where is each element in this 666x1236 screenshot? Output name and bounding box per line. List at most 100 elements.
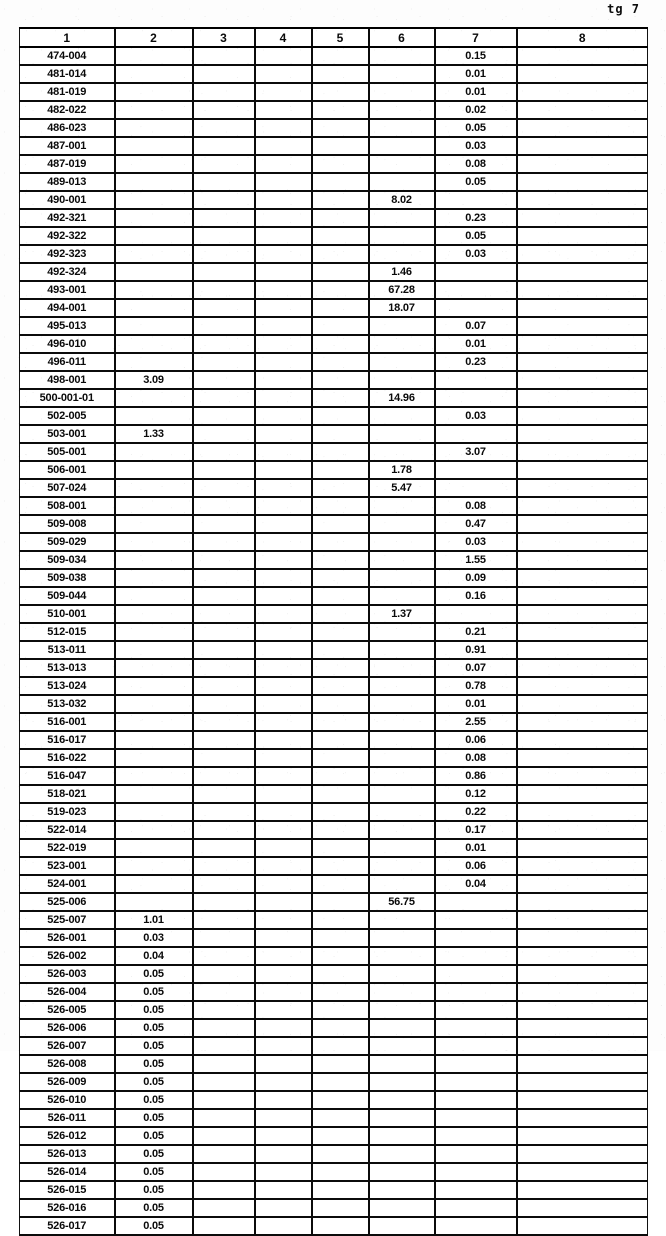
data-cell-col-5 [310, 748, 369, 768]
table-row: 526-003 0.05 [19, 964, 648, 984]
data-cell-col-2: 0.05 [113, 982, 193, 1002]
data-cell-col-6 [367, 622, 435, 642]
data-cell-col-5 [310, 208, 369, 228]
data-cell-col-6: 1.46 [367, 262, 435, 282]
data-cell-col-7: 0.06 [433, 856, 517, 876]
data-cell-col-7: 0.01 [433, 838, 517, 858]
data-cell-col-6 [367, 208, 435, 228]
data-cell-col-7 [433, 1072, 517, 1092]
data-cell-col-8 [515, 460, 648, 480]
data-cell-col-6 [367, 1054, 435, 1074]
row-code-cell: 502-005 [19, 406, 115, 426]
data-cell-col-4 [253, 208, 312, 228]
data-cell-col-4 [253, 1054, 312, 1074]
data-cell-col-7: 0.22 [433, 802, 517, 822]
data-cell-col-3 [191, 478, 255, 498]
data-cell-col-5 [310, 190, 369, 210]
data-cell-col-5 [310, 604, 369, 624]
data-cell-col-5 [310, 766, 369, 786]
data-cell-col-3 [191, 334, 255, 354]
data-cell-col-4 [253, 424, 312, 444]
column-header-5: 5 [310, 27, 369, 48]
data-cell-col-6 [367, 1126, 435, 1146]
data-cell-col-6 [367, 514, 435, 534]
table-row: 487-001 0.03 [19, 136, 648, 156]
data-cell-col-7 [433, 298, 517, 318]
data-cell-col-7 [433, 424, 517, 444]
data-cell-col-3 [191, 280, 255, 300]
row-code-cell: 516-047 [19, 766, 115, 786]
data-cell-col-2: 0.05 [113, 1036, 193, 1056]
data-cell-col-4 [253, 172, 312, 192]
data-cell-col-8 [515, 1216, 648, 1236]
data-cell-col-5 [310, 946, 369, 966]
row-code-cell: 495-013 [19, 316, 115, 336]
data-cell-col-6: 56.75 [367, 892, 435, 912]
table-row: 496-011 0.23 [19, 352, 648, 372]
data-cell-col-3 [191, 1018, 255, 1038]
data-cell-col-4 [253, 100, 312, 120]
data-cell-col-7: 0.47 [433, 514, 517, 534]
row-code-cell: 516-022 [19, 748, 115, 768]
data-cell-col-4 [253, 856, 312, 876]
data-cell-col-7: 0.03 [433, 136, 517, 156]
data-cell-col-5 [310, 226, 369, 246]
row-code-cell: 492-321 [19, 208, 115, 228]
data-cell-col-6 [367, 1198, 435, 1218]
data-cell-col-4 [253, 1108, 312, 1128]
data-cell-col-3 [191, 658, 255, 678]
data-cell-col-4 [253, 640, 312, 660]
row-code-cell: 526-013 [19, 1144, 115, 1164]
data-cell-col-6 [367, 1018, 435, 1038]
data-cell-col-4 [253, 244, 312, 264]
data-cell-col-2: 0.05 [113, 1090, 193, 1110]
data-cell-col-4 [253, 1036, 312, 1056]
data-cell-col-3 [191, 388, 255, 408]
data-cell-col-5 [310, 244, 369, 264]
table-row: 509-044 0.16 [19, 586, 648, 606]
data-cell-col-5 [310, 280, 369, 300]
data-cell-col-8 [515, 748, 648, 768]
data-cell-col-4 [253, 1090, 312, 1110]
table-row: 494-001 18.07 [19, 298, 648, 318]
data-cell-col-3 [191, 1216, 255, 1236]
row-code-cell: 523-001 [19, 856, 115, 876]
data-cell-col-6 [367, 46, 435, 66]
table-row: 507-024 5.47 [19, 478, 648, 498]
data-cell-col-6 [367, 226, 435, 246]
data-cell-col-8 [515, 262, 648, 282]
data-cell-col-5 [310, 154, 369, 174]
data-cell-col-6 [367, 1216, 435, 1236]
data-cell-col-3 [191, 838, 255, 858]
data-cell-col-2 [113, 820, 193, 840]
data-cell-col-5 [310, 1000, 369, 1020]
data-cell-col-5 [310, 1018, 369, 1038]
data-cell-col-5 [310, 334, 369, 354]
table-row: 516-017 0.06 [19, 730, 648, 750]
data-cell-col-6 [367, 550, 435, 570]
data-cell-col-8 [515, 586, 648, 606]
row-code-cell: 489-013 [19, 172, 115, 192]
data-cell-col-6: 8.02 [367, 190, 435, 210]
row-code-cell: 505-001 [19, 442, 115, 462]
data-cell-col-4 [253, 316, 312, 336]
data-cell-col-4 [253, 442, 312, 462]
data-cell-col-5 [310, 532, 369, 552]
table-row: 516-022 0.08 [19, 748, 648, 768]
data-cell-col-4 [253, 550, 312, 570]
data-cell-col-5 [310, 694, 369, 714]
data-cell-col-8 [515, 730, 648, 750]
data-cell-col-7 [433, 1018, 517, 1038]
data-cell-col-4 [253, 514, 312, 534]
data-cell-col-7: 0.02 [433, 100, 517, 120]
data-cell-col-3 [191, 1108, 255, 1128]
data-cell-col-7 [433, 262, 517, 282]
data-cell-col-2 [113, 604, 193, 624]
data-cell-col-7: 0.01 [433, 334, 517, 354]
data-cell-col-7: 0.17 [433, 820, 517, 840]
row-code-cell: 510-001 [19, 604, 115, 624]
data-cell-col-3 [191, 1000, 255, 1020]
data-cell-col-4 [253, 460, 312, 480]
data-cell-col-3 [191, 370, 255, 390]
data-cell-col-4 [253, 946, 312, 966]
